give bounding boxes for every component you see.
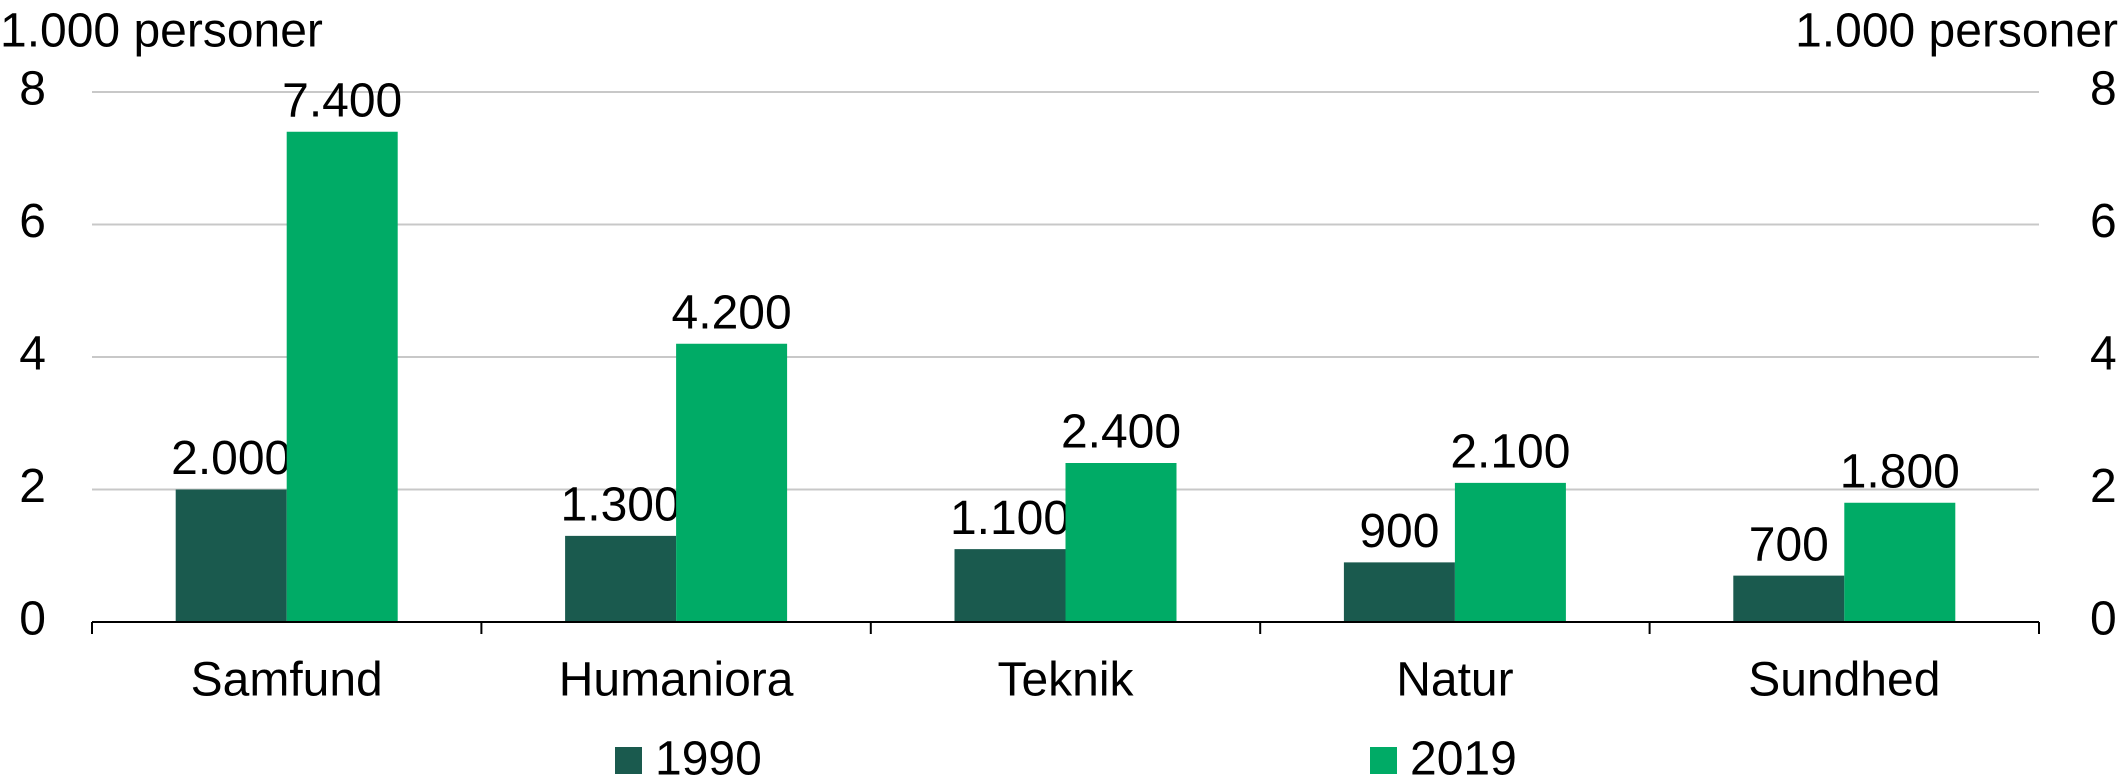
bar: [1844, 502, 1956, 622]
x-tick-label: Sundhed: [1748, 654, 1940, 707]
y-tick-label: 0: [19, 593, 46, 646]
x-tick-label: Natur: [1396, 654, 1513, 707]
y2-tick-label: 2: [2090, 460, 2117, 513]
y-tick-label: 4: [19, 328, 46, 381]
value-label: 2.000: [171, 432, 291, 485]
value-label: 1.800: [1840, 445, 1960, 498]
y2-tick-label: 0: [2090, 593, 2117, 646]
value-label: 2.100: [1450, 426, 1570, 479]
bar: [1454, 482, 1566, 622]
bar: [1065, 463, 1177, 622]
value-label: 900: [1359, 505, 1439, 558]
legend-label: 2019: [1410, 733, 1517, 780]
bar: [286, 131, 398, 622]
y-tick-label: 2: [19, 460, 46, 513]
y-tick-label: 8: [19, 63, 46, 116]
bar: [175, 489, 287, 622]
value-label: 4.200: [672, 286, 792, 339]
value-label: 1.300: [561, 479, 681, 532]
y-tick-label: 6: [19, 195, 46, 248]
bar: [1733, 575, 1845, 622]
bar: [1343, 562, 1455, 622]
bar: [676, 343, 788, 622]
legend-swatch: [1370, 747, 1397, 774]
legend-label: 1990: [655, 733, 762, 780]
y2-tick-label: 4: [2090, 328, 2117, 381]
value-label: 2.400: [1061, 406, 1181, 459]
value-label: 1.100: [950, 492, 1070, 545]
bar: [954, 549, 1066, 622]
x-tick-label: Teknik: [997, 654, 1134, 707]
y2-tick-label: 8: [2090, 63, 2117, 116]
x-tick-label: Humaniora: [559, 654, 794, 707]
y-axis-title: 1.000 personer: [0, 5, 323, 58]
legend-swatch: [615, 747, 642, 774]
bar: [565, 535, 677, 622]
value-label: 7.400: [282, 74, 402, 127]
y2-axis-title: 1.000 personer: [1795, 5, 2118, 58]
x-tick-label: Samfund: [191, 654, 383, 707]
value-label: 700: [1749, 518, 1829, 571]
y2-tick-label: 6: [2090, 195, 2117, 248]
